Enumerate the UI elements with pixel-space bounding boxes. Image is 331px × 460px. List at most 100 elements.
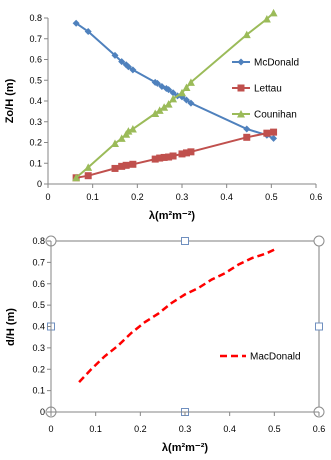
data-point (111, 51, 119, 59)
chart-2-x-axis-label: λ(m²m⁻²) (162, 442, 208, 454)
legend-item-macdonald: MacDonald (220, 352, 301, 363)
data-point (111, 139, 119, 148)
y-tick-label: 0.3 (32, 343, 45, 353)
data-point (187, 99, 195, 107)
data-point (118, 162, 126, 170)
data-point (262, 15, 271, 23)
y-tick-label: 0.1 (32, 386, 45, 396)
data-point (72, 173, 81, 182)
y-tick-label: 0.5 (29, 75, 42, 85)
chart-2-axes (50, 241, 319, 413)
x-tick-label: 0.2 (134, 424, 147, 434)
legend-label: Lettau (254, 84, 282, 95)
chart-1-x-axis-label: λ(m²m⁻²) (149, 210, 195, 222)
data-point (122, 161, 130, 169)
data-point (182, 83, 191, 92)
data-point (178, 88, 186, 97)
data-point (160, 153, 168, 161)
x-tick-label: 0.2 (131, 192, 144, 202)
data-point (84, 163, 93, 171)
legend-item-lettau: Lettau (232, 84, 282, 95)
y-tick-label: 0.3 (29, 117, 42, 127)
chart-1-legend: McDonald Lettau Counihan (232, 58, 299, 121)
data-point (153, 79, 161, 87)
data-point (182, 149, 190, 157)
series-macdonald (78, 248, 275, 383)
series-line (78, 248, 275, 383)
y-tick-label: 0.6 (29, 55, 42, 65)
data-point (129, 160, 137, 168)
legend-label: McDonald (254, 58, 299, 69)
chart-1-y-axis-label: Zo/H (m) (4, 78, 16, 123)
y-tick-label: 0.2 (32, 364, 45, 374)
data-point (270, 128, 278, 136)
data-point (156, 154, 164, 162)
y-tick-label: 0.7 (29, 34, 42, 44)
chart-2-x-tick-labels: 0 0.1 0.2 0.3 0.4 0.5 0.6 (48, 412, 325, 434)
data-point (243, 125, 251, 133)
y-tick-label: 0.7 (32, 257, 45, 267)
chart-1-x-tick-labels: 0 0.1 0.2 0.3 0.4 0.5 0.6 (45, 184, 322, 202)
resize-handle-corner[interactable] (313, 235, 325, 247)
data-point (169, 89, 177, 97)
y-tick-label: 0.4 (29, 96, 42, 106)
x-tick-label: 0.1 (89, 424, 102, 434)
data-point (117, 134, 126, 142)
data-point (182, 96, 190, 104)
legend-label: MacDonald (250, 352, 301, 363)
x-tick-label: 0.6 (313, 424, 326, 434)
data-point (122, 61, 130, 69)
chart-2-y-axis-label: d/H (m) (5, 308, 17, 346)
data-point (155, 106, 164, 114)
chart-1-series (72, 8, 278, 182)
data-point (72, 19, 80, 27)
data-point (237, 84, 245, 92)
chart-2-plot-frame (50, 240, 320, 413)
chart-1-y-tick-labels: 0 0.1 0.2 0.3 0.4 0.5 0.6 0.7 0.8 (29, 13, 48, 189)
x-tick-label: 0.3 (179, 424, 192, 434)
data-point (118, 58, 126, 66)
resize-handle-edge[interactable] (181, 237, 189, 245)
data-point (129, 66, 137, 74)
data-point (263, 129, 271, 137)
data-point (270, 134, 278, 142)
y-tick-label: 0.5 (32, 300, 45, 310)
legend-label: Counihan (254, 110, 297, 121)
chart-2-y-tick-labels: 0 0.1 0.2 0.3 0.4 0.5 0.6 0.7 0.8 (32, 236, 51, 417)
data-point (165, 153, 173, 161)
chart-1-background (0, 0, 331, 225)
x-tick-label: 0 (45, 192, 50, 202)
x-tick-label: 0 (48, 424, 53, 434)
data-point (111, 164, 119, 172)
y-tick-label: 0.2 (29, 138, 42, 148)
y-tick-label: 0.6 (32, 279, 45, 289)
x-tick-label: 0.3 (176, 192, 189, 202)
chart-2-selection-handles (45, 235, 325, 418)
series-lettau (72, 128, 278, 182)
resize-handle-edge[interactable] (315, 322, 323, 331)
data-point (151, 109, 160, 117)
data-point (124, 127, 133, 135)
data-point (186, 78, 195, 86)
data-point (242, 30, 251, 39)
data-point (237, 110, 245, 118)
chart-2-series (78, 248, 275, 383)
series-counihan (72, 8, 278, 182)
chart-2-legend: MacDonald (220, 352, 301, 363)
data-point (84, 172, 92, 180)
data-point (165, 86, 173, 94)
y-tick-label: 0.4 (32, 322, 45, 332)
y-tick-label: 0 (40, 407, 45, 417)
legend-item-mcdonald: McDonald (232, 58, 299, 69)
data-point (178, 150, 186, 158)
data-point (169, 94, 178, 103)
data-point (187, 148, 195, 156)
data-point (164, 100, 173, 108)
x-tick-label: 0.4 (223, 424, 236, 434)
data-point (237, 58, 245, 66)
data-point (124, 63, 132, 71)
x-tick-label: 0.5 (268, 424, 281, 434)
x-tick-label: 0.6 (310, 192, 323, 202)
data-point (128, 125, 137, 133)
